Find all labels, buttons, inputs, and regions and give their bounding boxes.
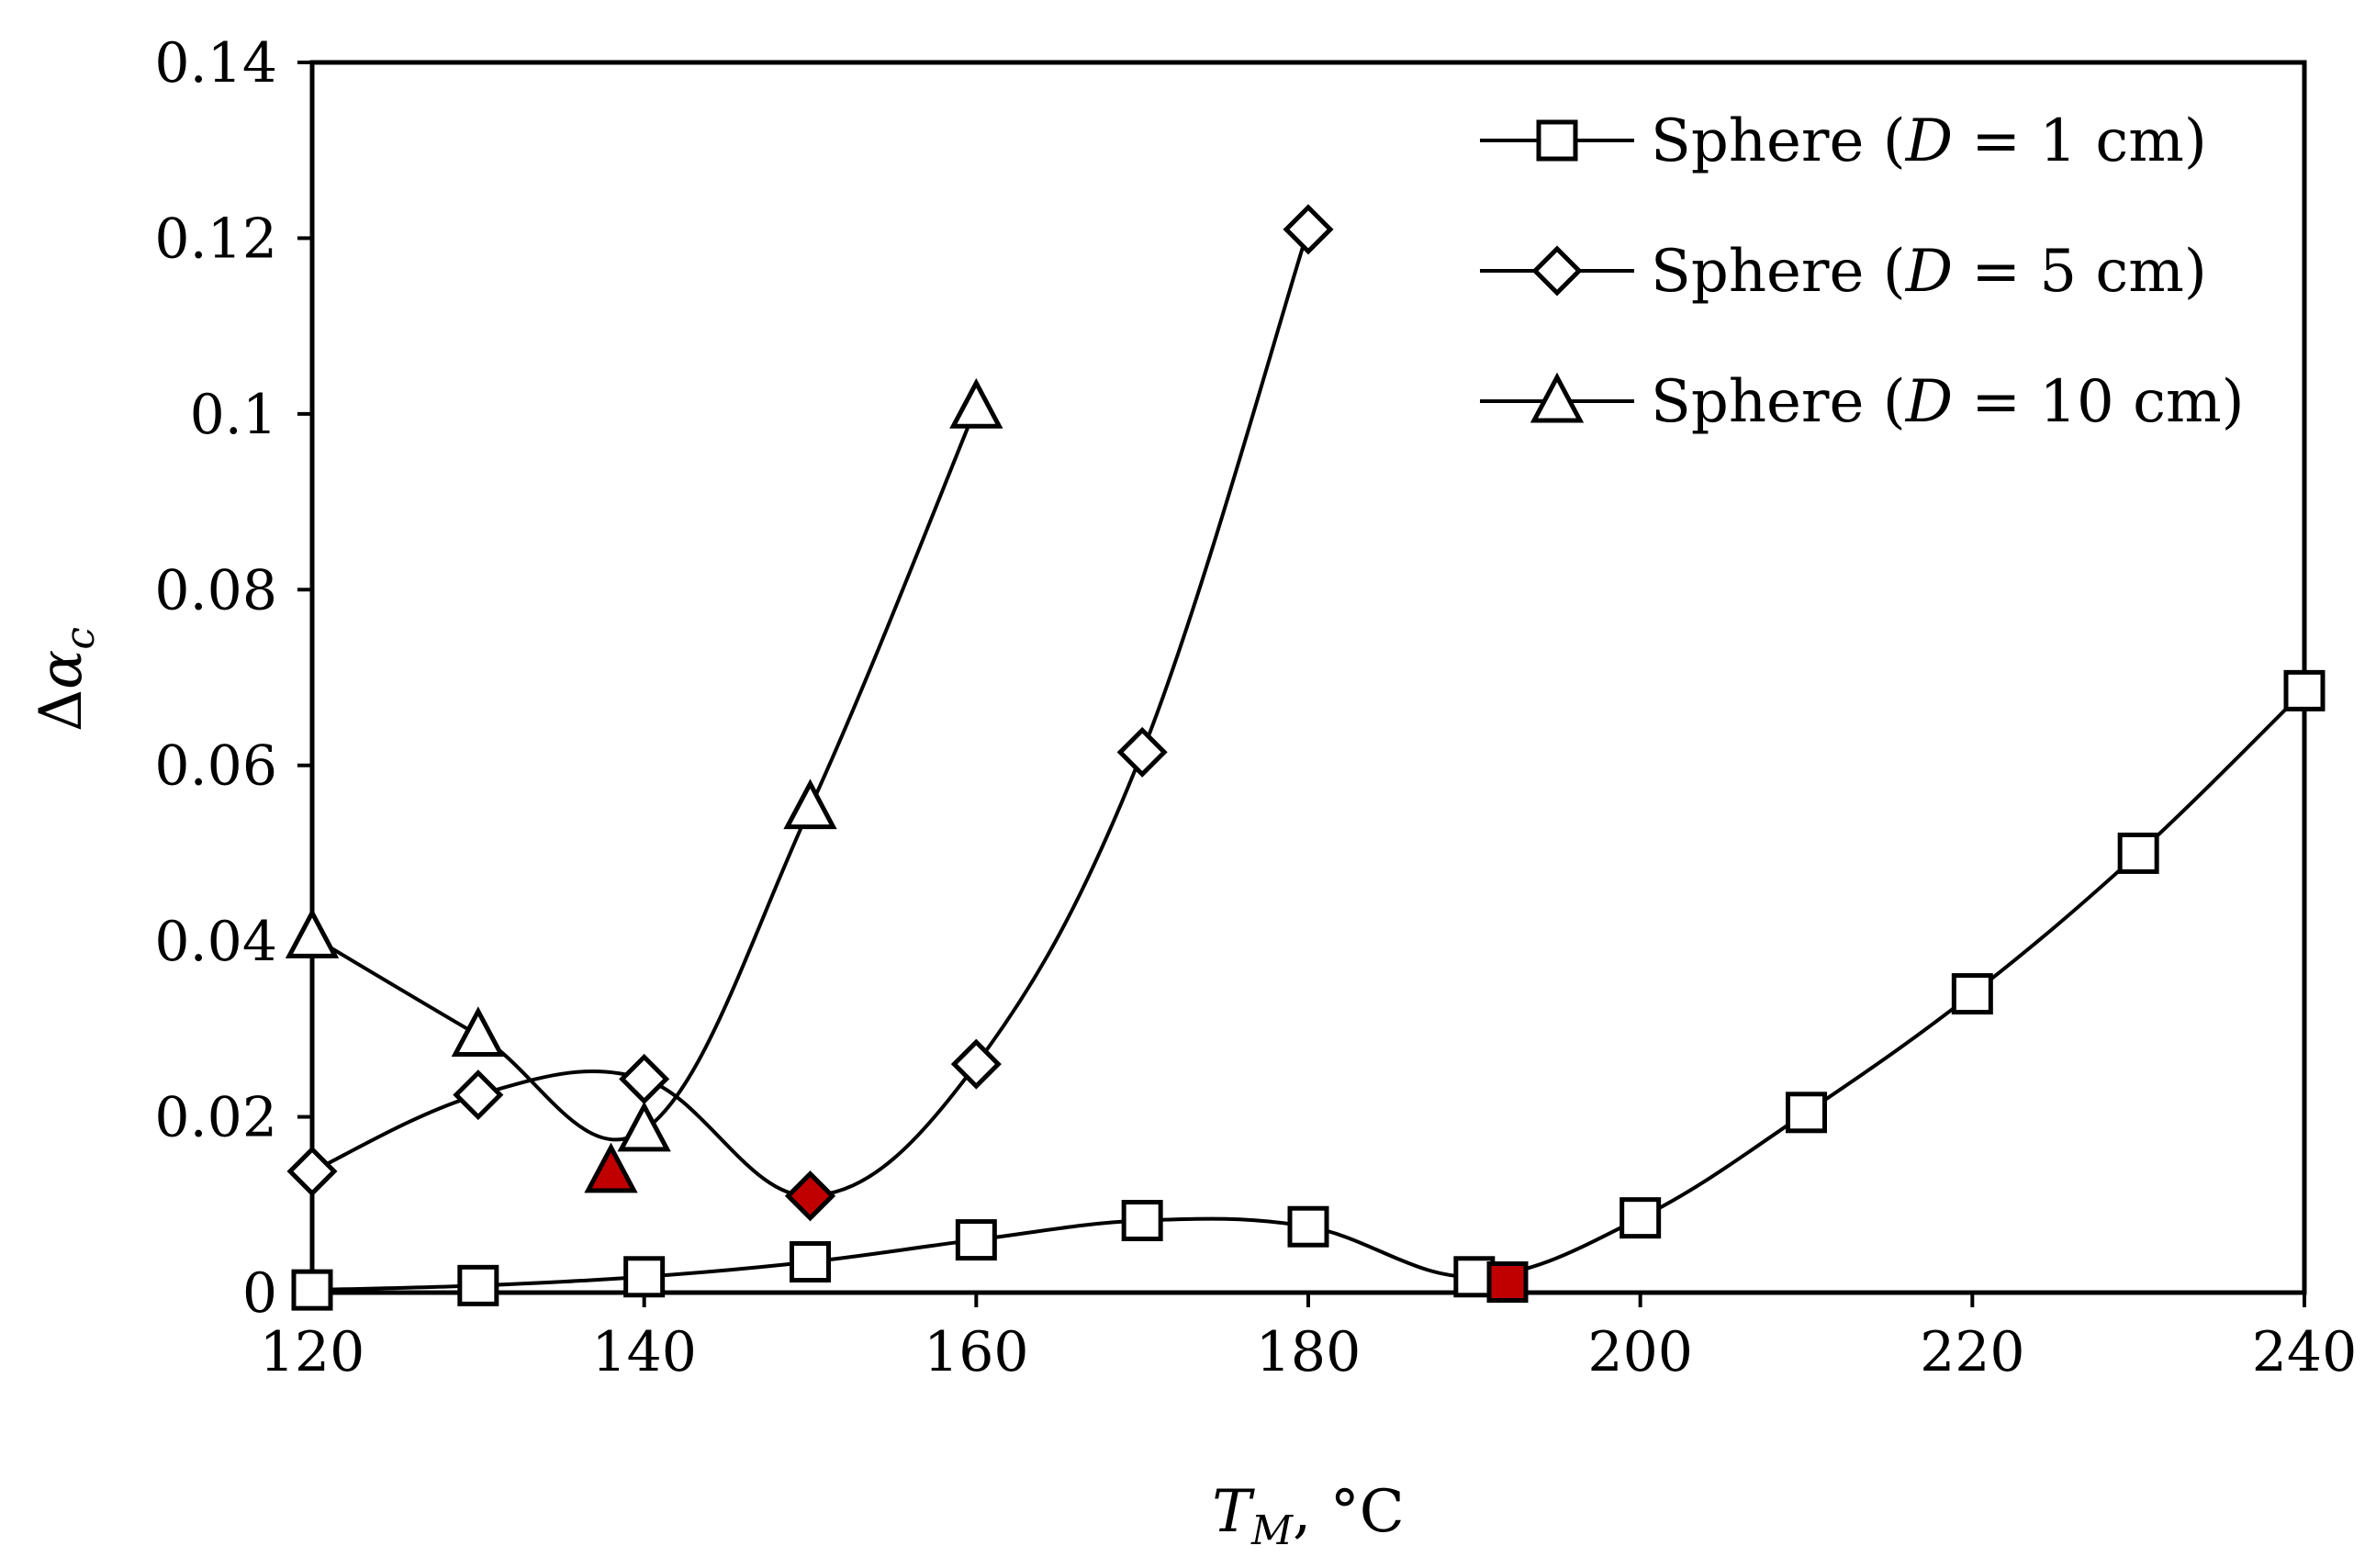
sphere-d-1-cm-point xyxy=(2117,832,2159,874)
legend-sphere-d-5-cm-marker xyxy=(1531,245,1583,297)
sphere-d-5-cm-point xyxy=(1116,726,1168,778)
sphere-d-10-cm-point xyxy=(451,1006,505,1058)
sphere-d-1-cm-point xyxy=(1453,1256,1496,1298)
y-tick-label: 0.06 xyxy=(154,734,277,799)
sphere-d-5-cm-point xyxy=(453,1070,504,1121)
sphere-d-1-cm-point xyxy=(790,1241,831,1282)
x-tick-label: 140 xyxy=(591,1320,697,1384)
y-axis-title-sub: c xyxy=(57,627,104,650)
x-tick-label: 220 xyxy=(1920,1320,2025,1384)
y-axis-title: Δαc xyxy=(28,627,104,732)
legend-sphere-d-10-cm-label: Sphere (D = 10 cm) xyxy=(1651,368,2245,436)
sphere-d-1-cm-point xyxy=(1619,1197,1662,1239)
x-axis-title-unit: , °C xyxy=(1293,1478,1405,1546)
y-axis-title-var: α xyxy=(28,650,95,689)
x-tick-label: 120 xyxy=(260,1320,365,1384)
sphere-d-1-cm-point xyxy=(955,1219,997,1261)
y-tick-label: 0.04 xyxy=(154,910,277,974)
sphere-d-10-cm-point xyxy=(617,1101,671,1152)
x-axis-title-sub: M xyxy=(1250,1507,1294,1554)
sphere-d-10-cm-point xyxy=(285,908,340,958)
sphere-d-10-cm-point xyxy=(949,377,1003,429)
sphere-d-1-cm-point xyxy=(457,1264,499,1306)
sphere-d-1-cm-point xyxy=(291,1269,333,1311)
y-tick-label: 0.08 xyxy=(154,558,277,622)
sphere-d-5-cm-point xyxy=(619,1053,670,1104)
sphere-d-1-cm-point xyxy=(1121,1200,1163,1242)
legend: Sphere (D = 1 cm) Sphere (D = 5 cm) Sphere… xyxy=(1480,107,2245,436)
x-tick-label: 180 xyxy=(1256,1320,1362,1384)
series-markers xyxy=(285,204,2326,1311)
y-axis-ticks: 0 0.02 0.04 0.06 0.08 0.1 0.12 0.14 xyxy=(154,31,312,1326)
sphere-d-1-cm-point xyxy=(1951,973,1993,1015)
sphere-d-1-cm-point xyxy=(1287,1205,1329,1248)
highlight-markers xyxy=(584,1142,1529,1304)
sphere-d-5-cm-point xyxy=(286,1146,338,1197)
sphere-d-1-cm-line xyxy=(311,689,2306,1293)
sphere-d-5-cm-point xyxy=(1283,204,1334,255)
x-axis-title: TM, °C xyxy=(1212,1478,1404,1554)
sphere-d-5-cm-highlight-point xyxy=(784,1170,836,1222)
x-tick-label: 160 xyxy=(924,1320,1029,1384)
y-tick-label: 0.14 xyxy=(154,31,277,95)
y-tick-label: 0.1 xyxy=(190,383,277,447)
legend-sphere-d-10-cm-marker xyxy=(1530,372,1585,423)
legend-sphere-d-1-cm-label: Sphere (D = 1 cm) xyxy=(1651,107,2207,175)
y-tick-label: 0.12 xyxy=(154,207,277,271)
x-tick-label: 200 xyxy=(1587,1320,1693,1384)
x-axis-ticks: 120 140 160 180 200 220 240 xyxy=(260,1293,2358,1384)
sphere-d-10-cm-point xyxy=(783,778,837,830)
sphere-d-10-cm-line xyxy=(310,406,979,1142)
legend-sphere-d-1-cm-marker xyxy=(1536,119,1578,162)
sphere-d-5-cm-point xyxy=(950,1038,1002,1090)
sphere-d-1-cm-point xyxy=(2283,669,2326,711)
y-tick-label: 0 xyxy=(242,1261,277,1326)
x-axis-title-var: T xyxy=(1212,1478,1255,1546)
y-axis-title-prefix: Δ xyxy=(28,689,95,732)
x-tick-label: 240 xyxy=(2252,1320,2358,1384)
sphere-d-1-cm-point xyxy=(1786,1092,1827,1134)
sphere-d-10-cm-highlight-point xyxy=(584,1142,638,1193)
sphere-d-5-cm-line xyxy=(311,229,1310,1198)
sphere-d-1-cm-point xyxy=(623,1256,666,1298)
y-tick-label: 0.02 xyxy=(154,1086,277,1150)
sphere-d-1-cm-highlight-point xyxy=(1486,1261,1529,1304)
legend-sphere-d-5-cm-label: Sphere (D = 5 cm) xyxy=(1651,238,2207,306)
